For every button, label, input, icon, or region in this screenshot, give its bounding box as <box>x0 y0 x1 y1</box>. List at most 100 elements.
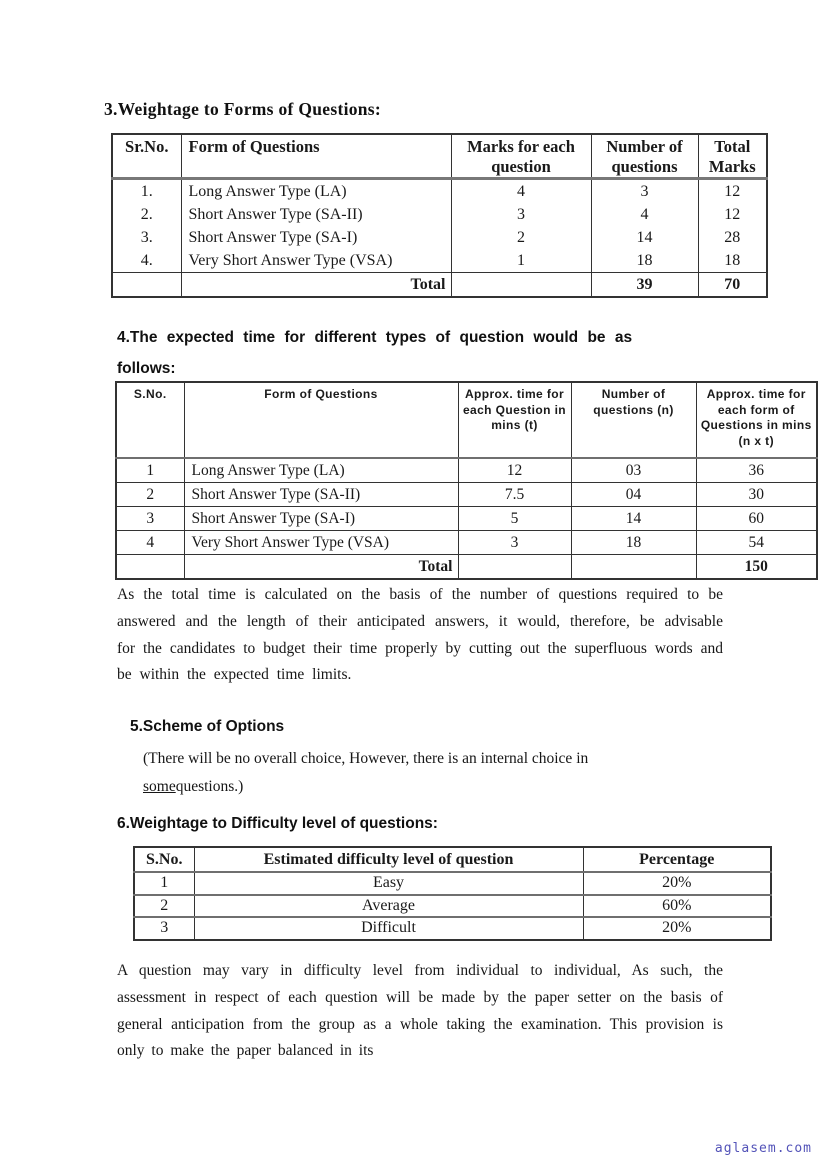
col-header-form: Form of Questions <box>180 134 451 180</box>
empty-cell <box>115 554 185 580</box>
marks-cell: 3 <box>450 203 591 226</box>
table-row: 4 Very Short Answer Type (VSA) 3 18 54 <box>115 530 818 555</box>
sno-cell: 3 <box>133 916 195 940</box>
empty-cell <box>111 272 181 297</box>
total-row: Total 39 70 <box>111 272 767 297</box>
col-header-marks: Marks for each question <box>450 134 591 180</box>
sno-cell: 1 <box>133 871 195 896</box>
scheme-note: (There will be no overall choice, Howeve… <box>143 745 588 800</box>
total-marks-sum-cell: 70 <box>697 272 767 297</box>
number-cell: 18 <box>570 530 697 555</box>
table-row: 3 Short Answer Type (SA-I) 5 14 60 <box>115 506 818 531</box>
total-marks-cell: 12 <box>697 203 767 226</box>
number-cell: 3 <box>590 178 698 203</box>
table-row: 1. Long Answer Type (LA) 4 3 12 <box>111 178 767 203</box>
section6-heading: 6.Weightage to Difficulty level of quest… <box>117 815 438 832</box>
form-cell: Short Answer Type (SA-I) <box>180 226 451 249</box>
total-marks-cell: 12 <box>697 178 767 203</box>
table-header-row: S.No. Form of Questions Approx. time for… <box>115 381 818 459</box>
table-row: 2. Short Answer Type (SA-II) 3 4 12 <box>111 203 767 226</box>
form-time-cell: 36 <box>695 457 818 483</box>
sno-cell: 4 <box>115 530 185 555</box>
percentage-cell: 20% <box>582 871 772 896</box>
col-header-percentage: Percentage <box>582 846 772 873</box>
col-header-approx-form-time: Approx. time for each form of Questions … <box>695 381 818 459</box>
empty-cell <box>570 554 697 580</box>
marks-cell: 2 <box>450 226 591 249</box>
srno-cell: 3. <box>111 226 181 249</box>
weightage-forms-table: Sr.No. Form of Questions Marks for each … <box>111 133 768 298</box>
number-cell: 04 <box>570 482 697 507</box>
form-time-cell: 30 <box>695 482 818 507</box>
col-header-sno: S.No. <box>133 846 195 873</box>
form-cell: Long Answer Type (LA) <box>183 457 459 483</box>
table-header-row: S.No. Estimated difficulty level of ques… <box>133 846 772 873</box>
table-row: 3 Difficult 20% <box>133 916 772 940</box>
form-cell: Very Short Answer Type (VSA) <box>180 249 451 273</box>
time-cell: 12 <box>457 457 572 483</box>
time-cell: 3 <box>457 530 572 555</box>
form-cell: Long Answer Type (LA) <box>180 178 451 203</box>
col-header-difficulty: Estimated difficulty level of question <box>193 846 584 873</box>
total-questions-cell: 39 <box>590 272 698 297</box>
scheme-note-line2: somequestions.) <box>143 773 588 801</box>
section4-heading-line2: follows: <box>117 360 176 377</box>
difficulty-cell: Difficult <box>193 916 584 940</box>
total-label-cell: Total <box>180 272 451 297</box>
total-marks-cell: 18 <box>697 249 767 273</box>
percentage-cell: 60% <box>582 894 772 918</box>
sno-cell: 2 <box>133 894 195 918</box>
marks-cell: 4 <box>450 178 591 203</box>
empty-cell <box>457 554 572 580</box>
table-header-row: Sr.No. Form of Questions Marks for each … <box>111 134 767 180</box>
time-cell: 5 <box>457 506 572 531</box>
number-cell: 4 <box>590 203 698 226</box>
percentage-cell: 20% <box>582 916 772 940</box>
form-cell: Short Answer Type (SA-II) <box>180 203 451 226</box>
srno-cell: 1. <box>111 178 181 203</box>
col-header-approx-time: Approx. time for each Question in mins (… <box>457 381 572 459</box>
scheme-note-line1: (There will be no overall choice, Howeve… <box>143 750 589 767</box>
expected-time-table: S.No. Form of Questions Approx. time for… <box>115 381 818 580</box>
col-header-total-marks: Total Marks <box>697 134 767 180</box>
difficulty-variation-paragraph: A question may vary in difficulty level … <box>117 962 723 1060</box>
col-header-number: Number of questions (n) <box>570 381 697 459</box>
section4-heading: 4.The expected time for different types … <box>117 322 717 384</box>
srno-cell: 2. <box>111 203 181 226</box>
table-row: 4. Very Short Answer Type (VSA) 1 18 18 <box>111 249 767 273</box>
time-budget-paragraph: As the total time is calculated on the b… <box>117 586 723 684</box>
form-time-cell: 60 <box>695 506 818 531</box>
difficulty-cell: Average <box>193 894 584 918</box>
watermark: aglasem.com <box>714 1141 812 1156</box>
col-header-sno: S.No. <box>115 381 185 459</box>
col-header-form: Form of Questions <box>183 381 459 459</box>
form-time-cell: 54 <box>695 530 818 555</box>
section3-heading: 3.Weightage to Forms of Questions: <box>104 99 382 119</box>
table-row: 1 Long Answer Type (LA) 12 03 36 <box>115 457 818 483</box>
number-cell: 14 <box>570 506 697 531</box>
marks-cell: 1 <box>450 249 591 273</box>
total-label-cell: Total <box>183 554 459 580</box>
difficulty-cell: Easy <box>193 871 584 896</box>
total-row: Total 150 <box>115 554 818 580</box>
table-row: 1 Easy 20% <box>133 871 772 896</box>
scheme-note-rest: questions.) <box>175 777 244 795</box>
table-row: 2 Short Answer Type (SA-II) 7.5 04 30 <box>115 482 818 507</box>
difficulty-level-table: S.No. Estimated difficulty level of ques… <box>133 846 772 941</box>
number-cell: 14 <box>590 226 698 249</box>
section5-heading: 5.Scheme of Options <box>130 718 285 735</box>
form-cell: Short Answer Type (SA-II) <box>183 482 459 507</box>
sno-cell: 1 <box>115 457 185 483</box>
empty-cell <box>450 272 591 297</box>
table-row: 3. Short Answer Type (SA-I) 2 14 28 <box>111 226 767 249</box>
number-cell: 03 <box>570 457 697 483</box>
sno-cell: 3 <box>115 506 185 531</box>
total-marks-cell: 28 <box>697 226 767 249</box>
time-cell: 7.5 <box>457 482 572 507</box>
srno-cell: 4. <box>111 249 181 273</box>
col-header-srno: Sr.No. <box>111 134 181 180</box>
number-cell: 18 <box>590 249 698 273</box>
col-header-number: Number of questions <box>590 134 698 180</box>
total-time-cell: 150 <box>695 554 818 580</box>
